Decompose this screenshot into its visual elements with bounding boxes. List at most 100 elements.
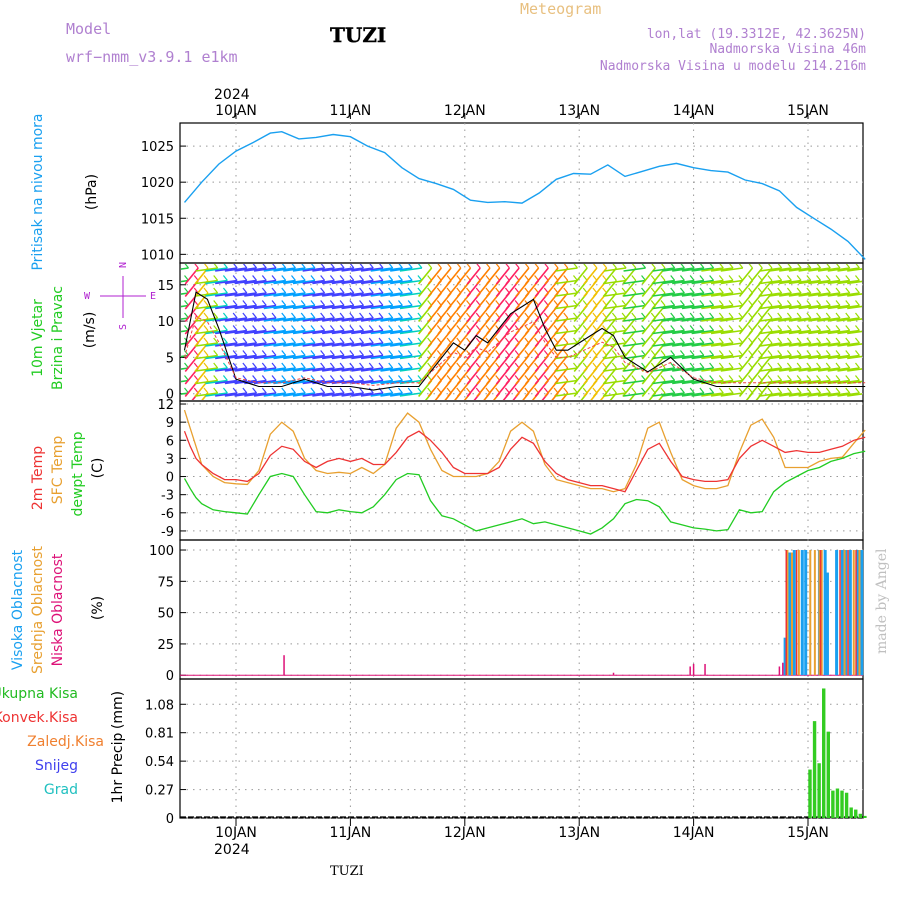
wind-barb [244,354,267,360]
wind-barb-feather [709,312,715,319]
wind-barb [827,279,850,285]
wind-barb-feather [447,264,452,269]
wind-barb [720,329,743,335]
wind-barb-feather [631,325,637,331]
wind-barb [390,317,413,322]
wind-barb-feather [611,362,617,369]
wind-barb [215,267,238,272]
wind-barb [837,292,860,297]
wind-barb-feather [524,264,530,269]
wind-barb [312,304,335,310]
wind-barb [573,267,588,285]
wind-barb-feather [806,325,812,331]
wind-barb [827,379,850,385]
wind-barb-feather [689,350,695,356]
wind-barb-feather [592,264,598,269]
wind-barb [769,317,792,322]
wind-barb-feather [825,275,831,281]
wind-barb-feather [718,362,724,369]
wind-barb [691,279,714,285]
wind-barb [292,292,316,297]
wind-barb [215,354,238,360]
high-cloud-bar [792,550,796,676]
wind-barb-feather [855,350,860,356]
wind-barb [701,392,724,397]
wind-barb [380,279,403,285]
wind-barb [157,306,179,309]
wind-barb-feather [378,312,384,319]
wind-barb [263,367,286,372]
wind-barb [302,292,325,297]
wind-barb [351,379,374,385]
wind-barb-feather [320,337,326,344]
wind-barb-feather [679,325,685,331]
wind-barb [534,267,549,285]
wind-barb-feather [329,300,335,306]
wind-barb-feather [631,387,637,394]
wind-barb-feather [767,337,773,344]
wind-barb [808,354,831,360]
precip-legend-item: Snijeg [35,758,78,774]
wind-barb-feather [728,312,734,319]
wind-barb-feather [300,275,306,281]
wind-barb [263,379,286,385]
wind-barb-feather [680,264,685,269]
wind-barb-feather [806,312,812,319]
wind-barb [302,317,325,322]
low-cloud-full-bar [847,550,849,676]
wind-barb-feather [203,387,209,394]
mid-cloud-bar [809,550,812,676]
wind-barb [244,279,267,285]
mid-cloud-bar [813,550,816,676]
wind-barb-feather [718,375,724,381]
wind-barb [466,267,481,285]
wind-barb [769,392,792,397]
wind-barb [351,329,374,335]
wind-barb [370,342,393,347]
wind-barb-feather [407,325,413,331]
wind-speed-line [183,291,866,391]
wind-barb-feather [836,264,841,269]
wind-barb-feather [728,325,734,331]
wind-barb-feather [787,264,792,269]
wind-barb [331,304,354,310]
wind-barb [672,279,695,285]
wind-barb-feather [825,387,831,394]
wind-barb [662,367,685,372]
wind-barb-feather [865,263,869,268]
wind-barb [360,279,384,285]
wind-barb-feather [242,325,248,331]
wind-barb [555,329,578,335]
low-cloud-bar [283,655,285,676]
wind-barb [652,354,675,360]
wind-barb-feather [777,387,783,394]
wind-barb-feather [796,312,802,319]
wind-barb-feather [631,264,637,269]
y-tick-label: 50 [157,607,174,622]
top-date-10jan: 10JAN [215,103,257,119]
wind-barb [691,304,714,310]
wind-barb-feather [320,362,326,369]
wind-barb-feather [786,312,792,319]
wind-barb-feather [291,325,296,331]
bottom-date-11jan: 11JAN [330,825,372,841]
wind-barb-feather [281,337,287,344]
wind-barb [157,381,179,384]
high-cloud-bar [840,550,844,676]
wind-barb [181,279,189,283]
wind-barb [273,392,296,397]
wind-barb-feather [728,337,734,344]
wind-barb-feather [300,362,306,369]
wind-barb-feather [689,337,695,344]
wind-barb [273,267,296,272]
wind-barb-feather [310,337,316,344]
top-date-15jan: 15JAN [787,103,829,119]
wind-barb [321,304,345,310]
wind-barb-feather [271,350,277,356]
wind-barb [817,392,841,397]
wind-barb [292,317,316,322]
wind-barb-feather [261,387,267,394]
wind-barb [390,354,413,360]
wind-barb-feather [786,362,792,369]
wind-barb [244,342,267,347]
